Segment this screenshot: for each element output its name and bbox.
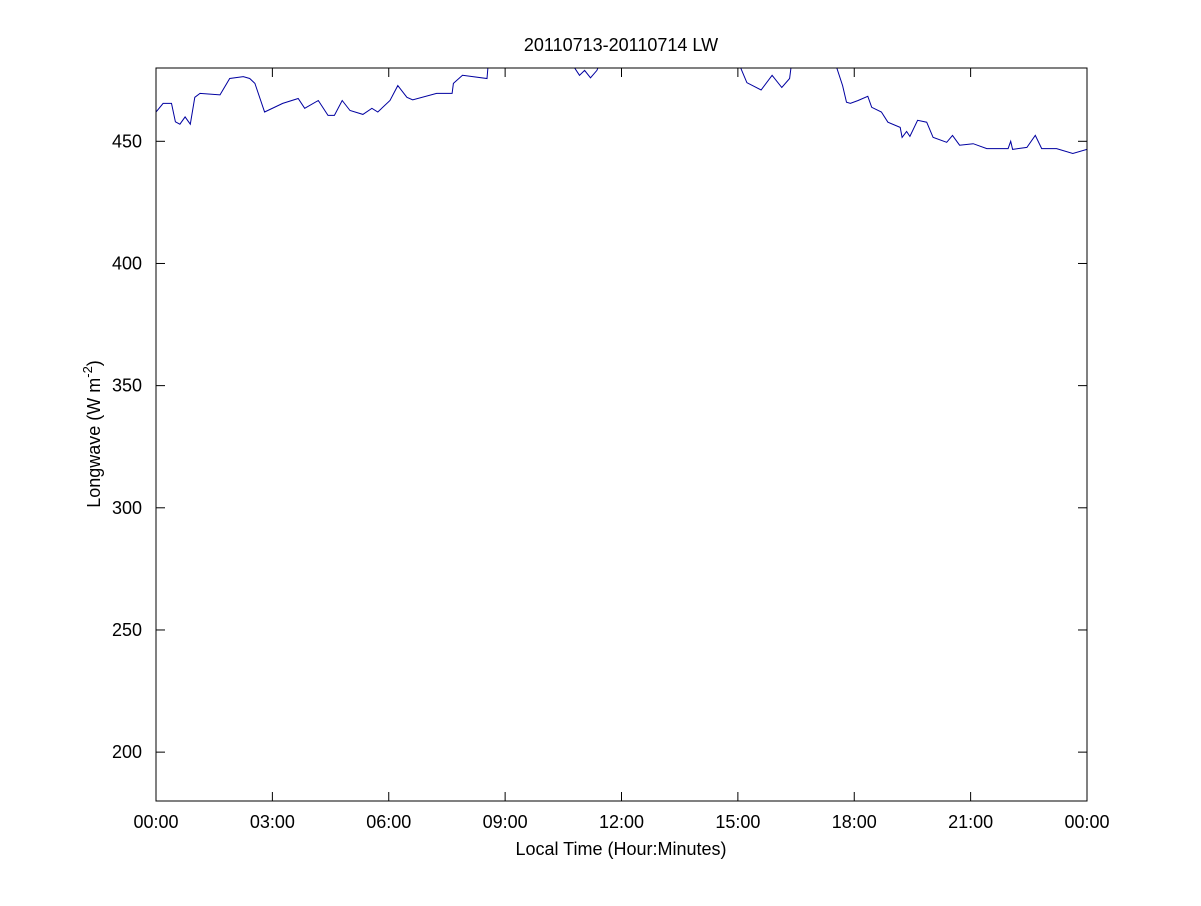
x-tick-label: 21:00 [948,812,993,832]
x-tick-label: 15:00 [715,812,760,832]
x-tick-label: 18:00 [832,812,877,832]
y-tick-label: 250 [112,620,142,640]
y-tick-label: 450 [112,131,142,151]
y-tick-label: 300 [112,498,142,518]
chart-title: 20110713-20110714 LW [524,35,718,55]
y-axis-label-close: ) [84,360,104,366]
y-tick-label: 400 [112,253,142,273]
y-axis-label-superscript: -2 [80,366,95,378]
x-tick-label: 09:00 [483,812,528,832]
y-axis-label-main: Longwave (W m [84,378,104,508]
y-tick-label: 200 [112,742,142,762]
y-tick-label: 350 [112,376,142,396]
series-line [156,68,1087,155]
x-tick-label: 06:00 [366,812,411,832]
x-tick-label: 03:00 [250,812,295,832]
x-tick-label: 00:00 [133,812,178,832]
x-tick-label: 00:00 [1064,812,1109,832]
x-axis-label: Local Time (Hour:Minutes) [515,839,726,859]
plot-area [156,68,1087,801]
y-axis-label: Longwave (W m-2) [80,360,104,508]
x-tick-label: 12:00 [599,812,644,832]
